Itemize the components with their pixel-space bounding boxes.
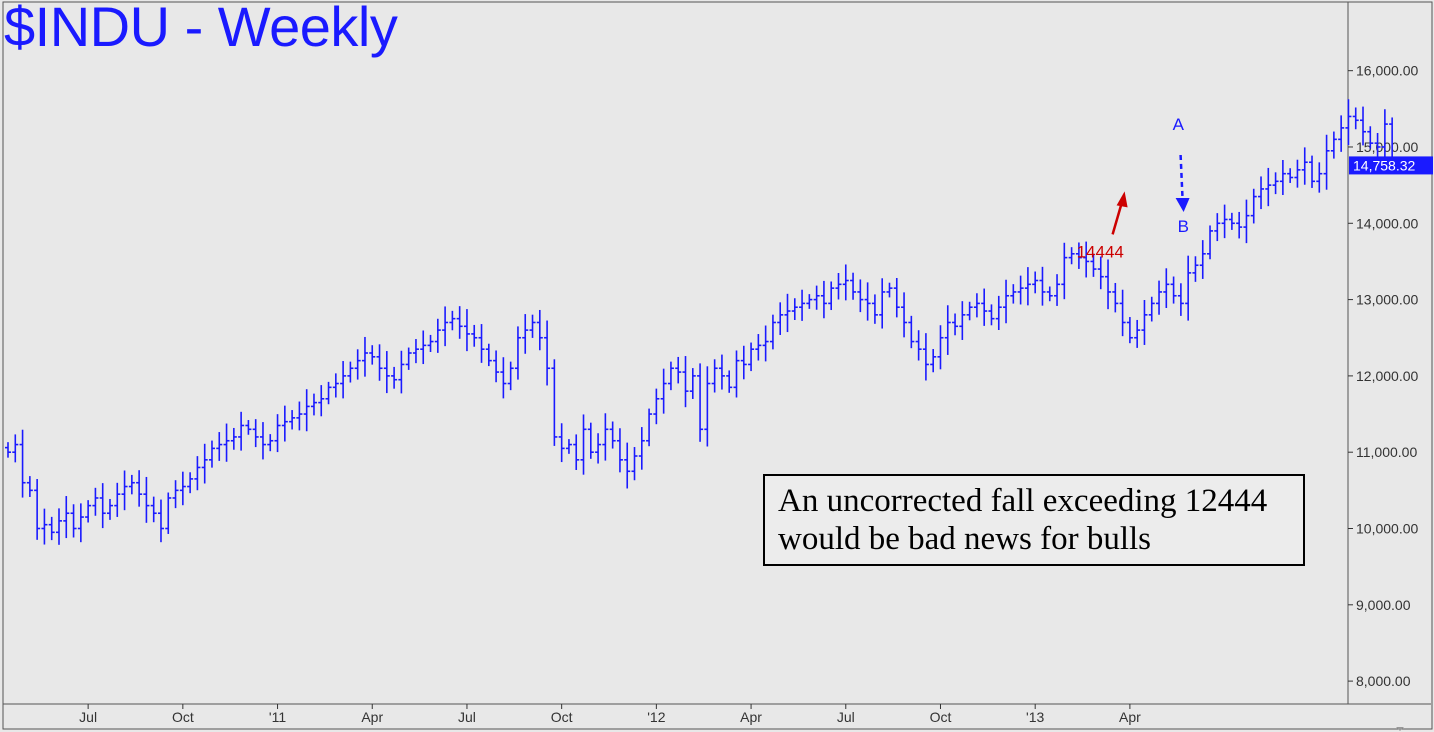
note-line-2: would be bad news for bulls: [778, 521, 1152, 557]
annotation-note-box: An uncorrected fall exceeding 12444 woul…: [763, 474, 1305, 566]
x-tick-label: Oct: [930, 709, 952, 725]
x-tick-label: '12: [647, 709, 665, 725]
x-tick-label: Apr: [1119, 709, 1141, 725]
annotation-label-b: B: [1178, 217, 1189, 236]
last-price-label: 14,758.32: [1353, 157, 1415, 173]
annotation-label-a: A: [1173, 115, 1185, 134]
x-tick-label: Apr: [740, 709, 762, 725]
red-arrow-head: [1116, 191, 1128, 208]
y-tick-label: 16,000.00: [1356, 63, 1418, 79]
x-tick-label: Apr: [361, 709, 383, 725]
y-tick-label: 12,000.00: [1356, 368, 1418, 384]
x-tick-label: Jul: [79, 709, 97, 725]
dashed-arrow-head: [1175, 198, 1190, 212]
last-price-box: [1349, 156, 1433, 175]
red-arrow-shaft: [1111, 203, 1123, 235]
y-tick-label: 11,000.00: [1356, 444, 1417, 460]
note-line-1: An uncorrected fall exceeding 12444: [778, 483, 1268, 519]
y-tick-label: 14,000.00: [1356, 215, 1418, 231]
x-tick-label: '13: [1026, 709, 1044, 725]
x-tick-label: Jul: [458, 709, 476, 725]
dashed-arrow-shaft: [1179, 154, 1184, 201]
y-tick-label: 9,000.00: [1356, 597, 1411, 613]
x-tick-label: Oct: [551, 709, 573, 725]
annotation-label-14444: 14444: [1077, 242, 1124, 261]
y-tick-label: 8,000.00: [1356, 673, 1411, 689]
y-tick-label: 13,000.00: [1356, 292, 1418, 308]
y-tick-label: 10,000.00: [1356, 521, 1418, 537]
y-tick-label: 15,000.00: [1356, 139, 1418, 155]
scroll-marker-icon: [1396, 727, 1404, 731]
x-tick-label: Oct: [172, 709, 194, 725]
chart-title: $INDU - Weekly: [4, 0, 398, 58]
x-tick-label: '11: [269, 709, 286, 725]
x-tick-label: Jul: [837, 709, 855, 725]
